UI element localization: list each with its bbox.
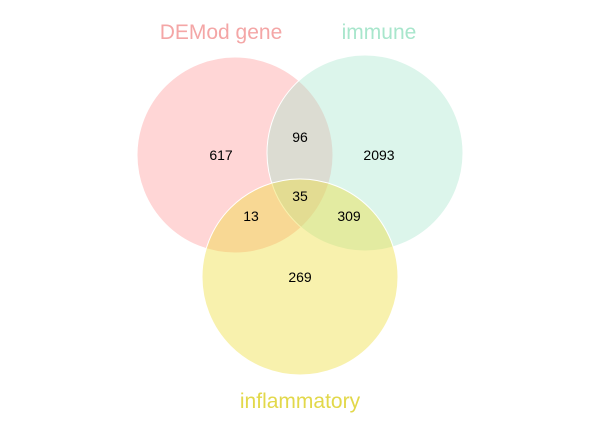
count-immune-only: 2093 (363, 147, 394, 163)
count-demod-only: 617 (209, 147, 233, 163)
count-immune-inflammatory: 309 (337, 208, 361, 224)
circle-inflammatory (201, 178, 399, 376)
circle-demod-gene (136, 56, 334, 254)
count-demod-inflammatory: 13 (243, 208, 259, 224)
count-all-three: 35 (292, 188, 308, 204)
count-demod-immune: 96 (292, 129, 308, 145)
label-immune: immune (342, 21, 417, 44)
label-demod-gene: DEMod gene (160, 21, 283, 44)
circle-immune (266, 54, 464, 252)
label-inflammatory: inflammatory (240, 390, 361, 413)
count-inflammatory-only: 269 (288, 269, 312, 285)
